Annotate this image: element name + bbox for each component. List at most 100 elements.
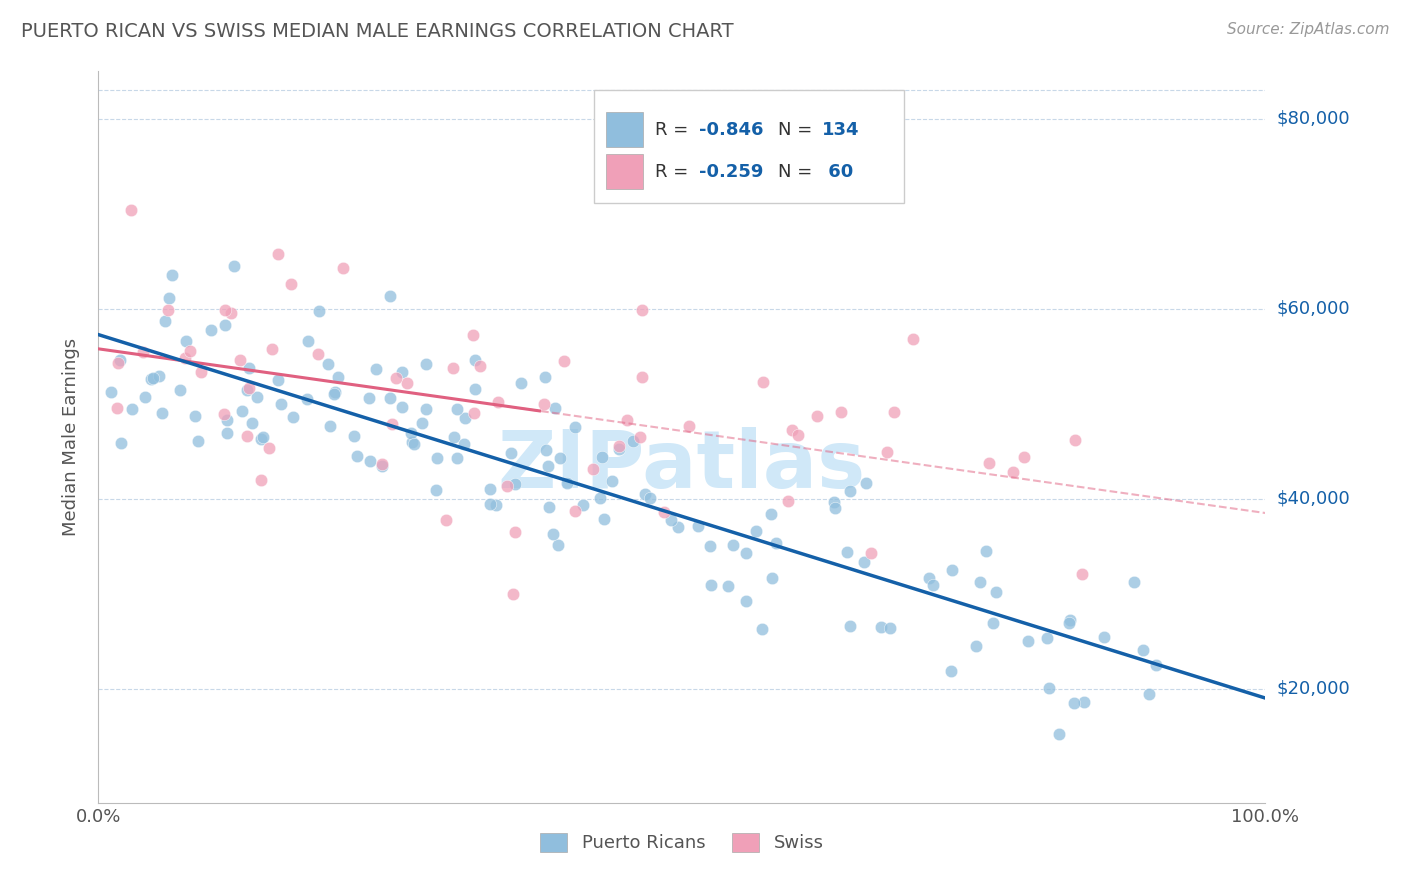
Point [307, 347, 329, 361]
Point [453, 437, 475, 451]
Point [346, 449, 368, 463]
Point [385, 371, 408, 385]
Point [415, 401, 437, 416]
Point [1017, 633, 1039, 648]
Point [100, 384, 122, 399]
Point [381, 417, 404, 431]
Point [332, 261, 354, 276]
Point [187, 434, 209, 449]
Point [981, 616, 1004, 631]
Point [152, 406, 174, 420]
Point [1059, 613, 1081, 627]
Point [630, 370, 652, 384]
Point [984, 585, 1007, 599]
Text: PUERTO RICAN VS SWISS MEDIAN MALE EARNINGS CORRELATION CHART: PUERTO RICAN VS SWISS MEDIAN MALE EARNIN… [21, 22, 734, 41]
Point [780, 423, 803, 437]
Point [666, 520, 689, 534]
Point [236, 383, 259, 397]
Point [652, 505, 675, 519]
Point [148, 368, 170, 383]
Point [224, 259, 246, 273]
Point [485, 498, 508, 512]
Point [316, 358, 339, 372]
Point [134, 390, 156, 404]
Point [553, 353, 575, 368]
Point [184, 409, 207, 423]
Point [157, 292, 180, 306]
FancyBboxPatch shape [606, 154, 644, 189]
Legend: Puerto Ricans, Swiss: Puerto Ricans, Swiss [533, 826, 831, 860]
Point [869, 620, 891, 634]
Point [179, 343, 201, 358]
Point [217, 413, 239, 427]
Point [371, 457, 394, 471]
Point [564, 419, 586, 434]
Point [1012, 450, 1035, 464]
Point [838, 618, 860, 632]
Point [280, 277, 302, 291]
Point [108, 353, 131, 368]
Point [322, 386, 344, 401]
Point [534, 442, 557, 457]
Point [157, 302, 180, 317]
Point [267, 373, 290, 387]
Point [717, 579, 740, 593]
Point [323, 384, 346, 399]
Point [499, 446, 522, 460]
Point [238, 381, 260, 395]
Point [592, 512, 614, 526]
Point [426, 450, 449, 465]
Point [236, 429, 259, 443]
Point [609, 442, 631, 456]
Point [918, 572, 941, 586]
Text: N =: N = [778, 162, 818, 180]
Point [824, 500, 846, 515]
Point [628, 430, 651, 444]
Point [231, 403, 253, 417]
Point [215, 425, 238, 440]
Point [219, 306, 242, 320]
Point [1092, 630, 1115, 644]
Point [257, 441, 280, 455]
Point [252, 430, 274, 444]
Point [543, 526, 565, 541]
Text: 60: 60 [823, 162, 853, 180]
Point [425, 483, 447, 497]
Text: Source: ZipAtlas.com: Source: ZipAtlas.com [1226, 22, 1389, 37]
Point [479, 497, 502, 511]
Point [979, 456, 1001, 470]
Point [700, 578, 723, 592]
Point [454, 410, 477, 425]
Point [876, 444, 898, 458]
Point [699, 539, 721, 553]
Point [110, 436, 132, 450]
Point [174, 334, 197, 348]
Point [1132, 643, 1154, 657]
Point [401, 426, 423, 441]
Point [659, 513, 682, 527]
Point [396, 376, 419, 390]
Text: R =: R = [655, 162, 695, 180]
Point [600, 474, 623, 488]
Point [105, 401, 128, 416]
Point [1071, 566, 1094, 581]
Point [1047, 727, 1070, 741]
Point [441, 361, 464, 376]
Point [391, 400, 413, 414]
Point [250, 473, 273, 487]
Point [735, 546, 758, 560]
Point [855, 476, 877, 491]
Point [326, 370, 349, 384]
Point [533, 397, 555, 411]
Point [1064, 433, 1087, 447]
Point [564, 504, 586, 518]
Point [380, 391, 402, 405]
Point [745, 524, 768, 538]
Point [169, 383, 191, 397]
Point [734, 594, 756, 608]
Point [267, 247, 290, 261]
Point [537, 458, 560, 473]
Point [415, 357, 437, 371]
Point [759, 507, 782, 521]
Point [634, 486, 657, 500]
